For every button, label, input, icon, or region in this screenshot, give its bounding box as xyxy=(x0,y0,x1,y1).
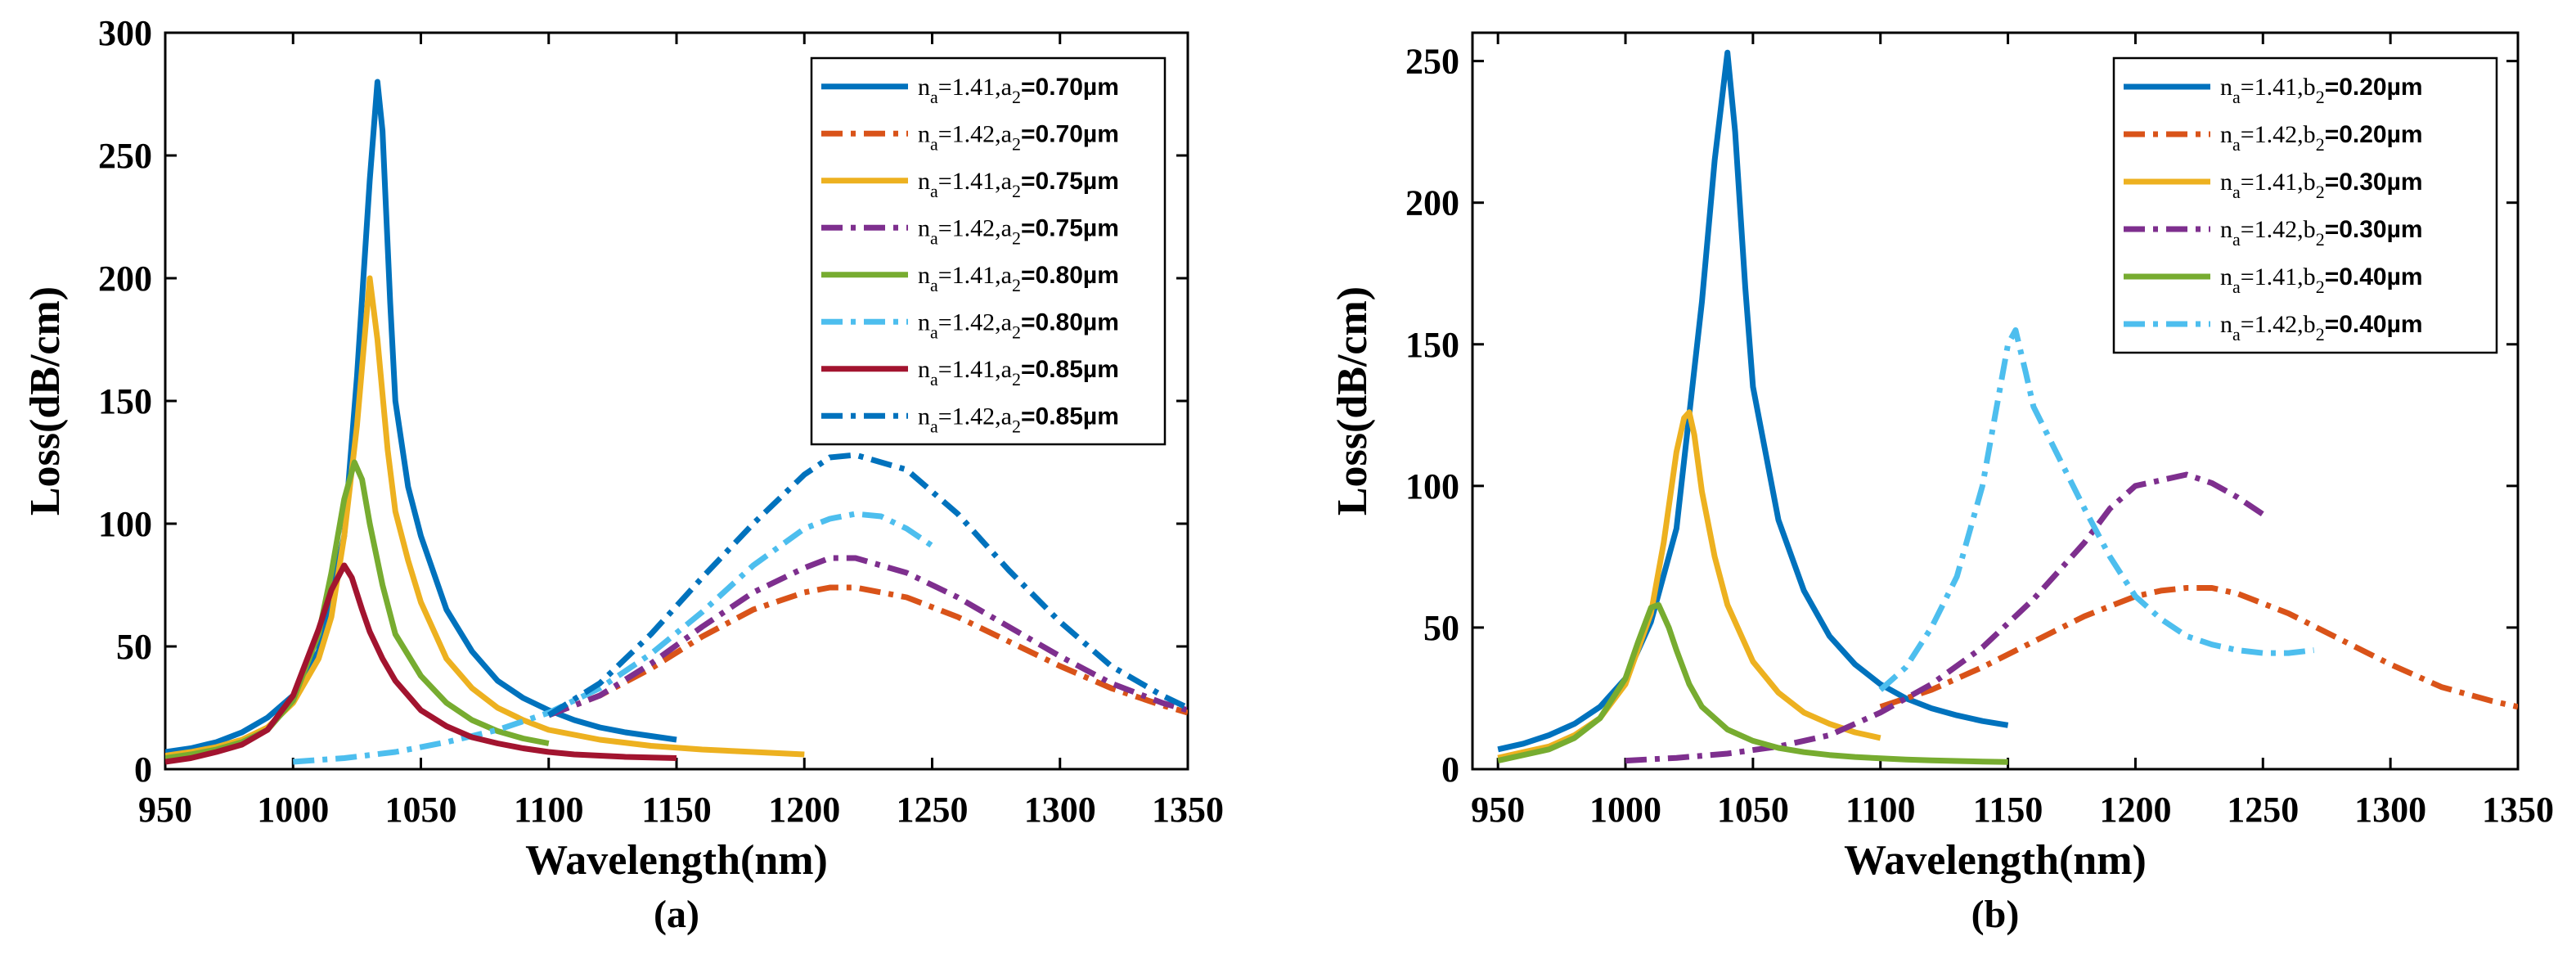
series-group xyxy=(165,79,1188,765)
legend-entry-label: na=1.41,a2=0.85µm xyxy=(918,356,1119,389)
x-tick-label: 950 xyxy=(1471,790,1525,830)
legend: na=1.41,a2=0.70µm na=1.42,a2=0.70µm na=1.4… xyxy=(810,56,1167,446)
legend-entry-label: na=1.42,b2=0.20µm xyxy=(2220,121,2423,155)
panel-label: (a) xyxy=(654,893,699,936)
x-tick-label: 1000 xyxy=(257,790,329,830)
y-tick-label: 100 xyxy=(1405,466,1459,507)
x-axis-title: Wavelength(nm) xyxy=(1844,837,2147,884)
x-tick-label: 1050 xyxy=(385,790,457,830)
y-tick-label: 50 xyxy=(1423,608,1459,648)
legend-entry-label: na=1.42,a2=0.85µm xyxy=(918,403,1119,436)
x-tick-label: 1050 xyxy=(1717,790,1789,830)
legend-entry-label: na=1.41,a2=0.75µm xyxy=(918,168,1119,201)
legend-entry-label: na=1.42,b2=0.30µm xyxy=(2220,216,2423,250)
legend-entry-label: na=1.41,b2=0.20µm xyxy=(2220,74,2423,107)
series-line-1 xyxy=(547,584,1188,718)
series-line-0 xyxy=(1497,49,2009,753)
series-line-1 xyxy=(1879,585,2518,710)
legend-entry-label: na=1.41,a2=0.80µm xyxy=(918,262,1119,295)
x-tick-label: 1250 xyxy=(2227,790,2299,830)
legend-entry-label: na=1.41,b2=0.30µm xyxy=(2220,169,2423,202)
legend-box xyxy=(810,56,1167,446)
y-axis-title: Loss(dB/cm) xyxy=(1329,286,1376,516)
chart-panel-b: 950 1000 1050 1100 1150 1200 1250 1300 1350 0 50 10… xyxy=(1329,31,2554,936)
x-axis-title: Wavelength(nm) xyxy=(525,837,828,884)
legend-entry-label: na=1.41,b2=0.40µm xyxy=(2220,263,2423,297)
y-tick-label: 200 xyxy=(98,259,152,299)
x-tick-label: 1350 xyxy=(1152,790,1224,830)
x-tick-label: 1300 xyxy=(2354,790,2426,830)
y-tick-label: 100 xyxy=(98,504,152,544)
x-tick-label: 1100 xyxy=(1845,790,1916,830)
x-tick-label: 1150 xyxy=(1973,790,2043,830)
x-tick-label: 1350 xyxy=(2482,790,2554,830)
y-tick-label: 150 xyxy=(98,381,152,421)
series-line-3 xyxy=(547,555,1188,718)
chart-panel-a: 950 1000 1050 1100 1150 1200 1250 1300 1350 0 50 10… xyxy=(22,13,1224,936)
series-line-5 xyxy=(293,511,934,765)
x-tick-label: 950 xyxy=(138,790,192,830)
x-tick-label: 1200 xyxy=(2099,790,2171,830)
series-line-6 xyxy=(165,562,677,765)
y-tick-label: 200 xyxy=(1405,183,1459,223)
plot-area-frame xyxy=(1471,31,2520,771)
x-tick-label: 1000 xyxy=(1589,790,1661,830)
y-tick-label: 150 xyxy=(1405,325,1459,365)
legend-entry-label: na=1.42,a2=0.80µm xyxy=(918,308,1119,342)
x-tick-label: 1300 xyxy=(1024,790,1096,830)
x-tick-label: 1100 xyxy=(514,790,584,830)
y-tick-label: 50 xyxy=(116,627,152,667)
panel-label: (b) xyxy=(1971,893,2020,936)
series-line-0 xyxy=(165,79,677,755)
series-line-3 xyxy=(1625,471,2265,764)
y-tick-label: 250 xyxy=(1405,42,1459,82)
y-tick-label: 0 xyxy=(134,750,152,790)
y-axis-title: Loss(dB/cm) xyxy=(22,286,69,516)
series-line-5 xyxy=(1878,327,2314,692)
y-tick-label: 300 xyxy=(98,13,152,53)
legend-entry-label: na=1.42,a2=0.70µm xyxy=(918,120,1119,154)
legend-entry-label: na=1.41,a2=0.70µm xyxy=(918,74,1119,107)
y-tick-label: 250 xyxy=(98,136,152,176)
series-group xyxy=(1497,49,2518,765)
legend: na=1.41,b2=0.20µm na=1.42,b2=0.20µm na=1.4… xyxy=(2112,56,2498,354)
x-tick-label: 1250 xyxy=(897,790,969,830)
legend-entry-label: na=1.42,b2=0.40µm xyxy=(2220,311,2423,344)
x-tick-label: 1200 xyxy=(768,790,840,830)
x-tick-label: 1150 xyxy=(641,790,712,830)
series-line-4 xyxy=(1497,601,2008,765)
legend-entry-label: na=1.42,a2=0.75µm xyxy=(918,214,1119,248)
y-tick-label: 0 xyxy=(1441,750,1459,790)
legend-box xyxy=(2112,56,2498,354)
series-line-7 xyxy=(546,452,1188,718)
